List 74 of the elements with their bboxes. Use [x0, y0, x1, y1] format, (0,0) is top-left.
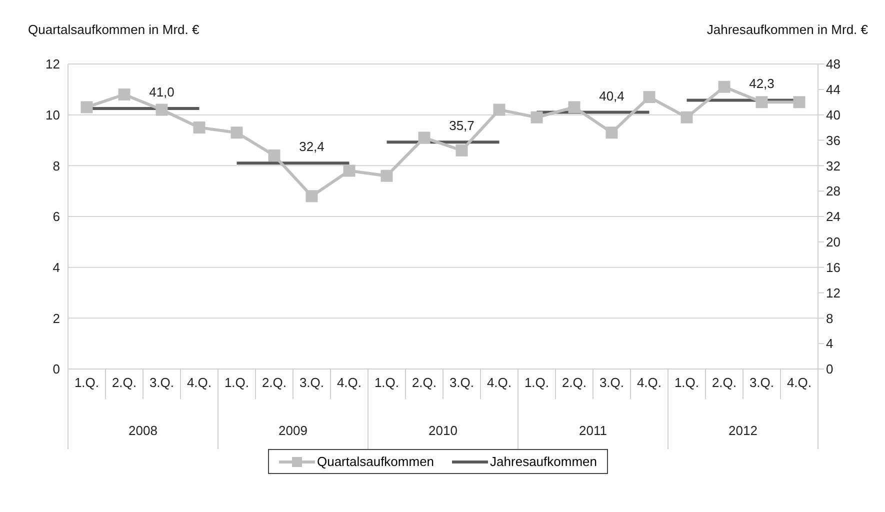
x-tick-label: 1.Q.	[224, 375, 250, 390]
y2-tick-label: 32	[826, 158, 840, 174]
point	[606, 126, 618, 139]
y2-tick-label: 4	[826, 336, 834, 352]
y-tick-label: 2	[52, 310, 60, 326]
y-tick-label: 0	[52, 362, 60, 377]
x-tick-label: 1.Q.	[74, 375, 100, 390]
y-tick-label: 6	[52, 209, 60, 224]
point	[568, 101, 580, 114]
y2-tick-label: 12	[826, 285, 840, 300]
text: 2009	[278, 423, 308, 438]
y2-tick-label: 16	[826, 260, 840, 275]
x-tick-label: 3.Q.	[749, 375, 774, 390]
x-tick-label: 1.Q.	[374, 375, 400, 390]
data-label: 35,7	[449, 118, 474, 134]
point	[643, 91, 656, 104]
point	[343, 164, 356, 177]
y2-tick-label: 44	[826, 82, 840, 98]
x-tick-label: 1.Q.	[524, 375, 550, 390]
y-axis-title: Quartalsaufkommen in Mrd. €	[28, 22, 200, 39]
text: 2011	[579, 423, 607, 438]
x-tick-label: 3.Q.	[299, 375, 324, 390]
point	[230, 126, 243, 139]
text: 2010	[428, 423, 458, 438]
legend-label: Quartalsaufkommen	[316, 454, 434, 469]
y2-tick-label: 48	[826, 56, 840, 72]
x-tick-label: 2.Q.	[262, 375, 287, 390]
x-tick-label: 4.Q.	[786, 375, 812, 390]
legend-label: Jahresaufkommen	[489, 454, 597, 469]
x-tick-label: 4.Q.	[186, 375, 212, 390]
point	[118, 88, 130, 100]
data-label: 32,4	[299, 139, 324, 154]
point	[793, 96, 806, 108]
y-tick-label: 12	[46, 56, 60, 72]
x-tick-label: 2.Q.	[412, 375, 437, 390]
y2-tick-label: 36	[826, 132, 840, 148]
x-tick-label: 3.Q.	[149, 375, 174, 390]
data-label: 40,4	[599, 88, 624, 104]
point	[680, 111, 693, 124]
text: 2008	[128, 423, 158, 438]
point	[456, 144, 468, 156]
x-tick-label: 3.Q.	[449, 375, 474, 390]
x-tick-label: 4.Q.	[636, 375, 662, 390]
x-tick-label: 2.Q.	[112, 375, 137, 390]
y2-tick-label: 20	[826, 234, 840, 250]
data-label: 41,0	[149, 84, 174, 100]
x-tick-label: 2.Q.	[562, 375, 587, 390]
y-tick-label: 4	[52, 260, 60, 275]
point	[756, 96, 768, 108]
point	[193, 122, 206, 134]
y2-tick-label: 28	[826, 184, 840, 199]
x-tick-label: 3.Q.	[599, 375, 624, 390]
x-tick-label: 2.Q.	[712, 375, 737, 390]
text: 2012	[728, 423, 758, 438]
point	[530, 111, 543, 124]
y2-tick-label: 24	[826, 209, 840, 224]
y-tick-label: 8	[52, 158, 60, 174]
point	[80, 101, 93, 114]
point	[156, 104, 168, 116]
y2-axis-title: Jahresaufkommen in Mrd. €	[706, 22, 868, 39]
y2-tick-label: 40	[826, 107, 840, 122]
x-tick-label: 1.Q.	[674, 375, 700, 390]
y-tick-label: 10	[46, 107, 60, 122]
data-label: 42,3	[749, 76, 774, 92]
point	[306, 190, 318, 202]
y2-tick-label: 8	[826, 310, 834, 326]
x-tick-label: 4.Q.	[336, 375, 362, 390]
y2-tick-label: 0	[826, 362, 834, 377]
x-tick-label: 4.Q.	[486, 375, 512, 390]
point	[493, 104, 506, 116]
point	[380, 170, 393, 182]
point	[268, 150, 280, 162]
point	[418, 132, 430, 144]
point	[718, 80, 730, 93]
